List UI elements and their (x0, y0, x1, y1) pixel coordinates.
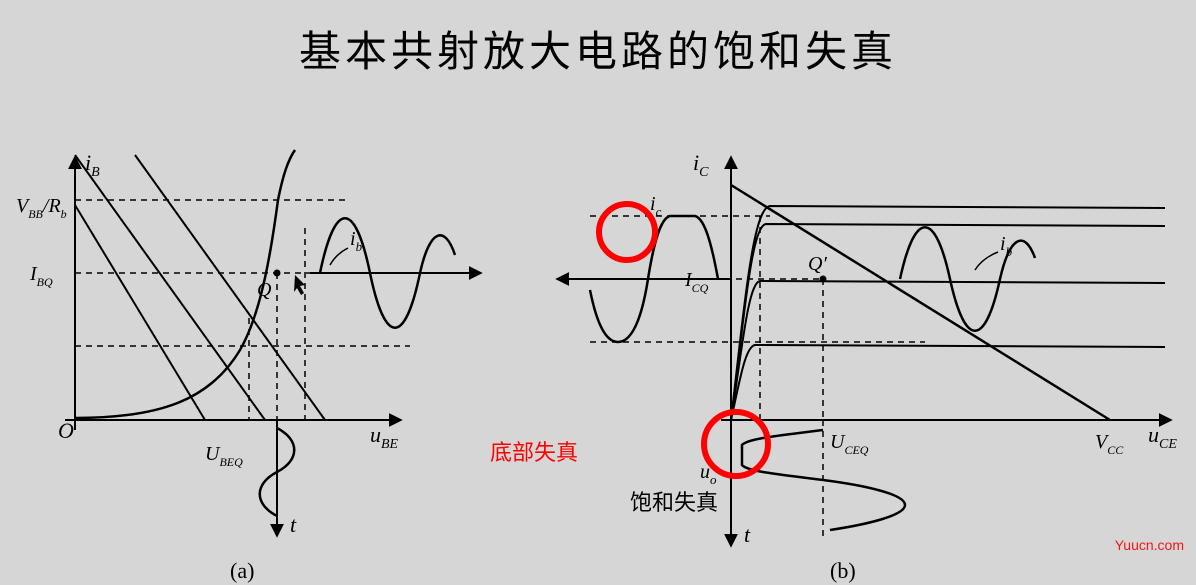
panel-a-label: (a) (230, 558, 254, 583)
tick-vcc: VCC (1095, 431, 1124, 457)
origin-label-a: O (58, 418, 74, 443)
loadline-a-2 (75, 155, 265, 420)
panel-a: O iB uBE t VBB/Rb IBQ UBEQ Q (16, 150, 480, 583)
annotation-bottom-distortion: 底部失真 (490, 440, 578, 465)
diagram-svg: O iB uBE t VBB/Rb IBQ UBEQ Q (0, 0, 1196, 585)
ib-wave-b (900, 227, 1035, 331)
axis-ube-label: uBE (370, 422, 399, 452)
tick-uceq: UCEQ (830, 431, 869, 457)
axis-ib-label: iB (85, 150, 100, 180)
ib-wave-b-label: ib (1000, 233, 1013, 259)
ib-label-lead (330, 248, 348, 265)
axis-t-label-a: t (290, 512, 297, 537)
tick-vbb-rb: VBB/Rb (16, 195, 67, 221)
char-curve-1 (731, 345, 1165, 420)
watermark: Yuucn.com (1115, 537, 1184, 553)
q-label-a: Q (257, 279, 272, 301)
axis-ic-label: iC (693, 150, 709, 180)
tick-ibq: IBQ (29, 263, 53, 289)
axis-t-label-b: t (744, 522, 751, 547)
char-curve-4 (731, 206, 1165, 420)
char-curve-3 (731, 224, 1165, 420)
axis-uce-label: uCE (1148, 422, 1177, 452)
char-curve-2 (731, 281, 1165, 420)
cursor-icon (294, 275, 305, 295)
panel-b-label: (b) (830, 558, 856, 583)
loadline-a-1 (75, 205, 205, 420)
q-label-b: Q′ (808, 253, 827, 275)
loadline-b (731, 185, 1110, 420)
ib-wave-label: ib (350, 228, 363, 254)
ib-b-lead (975, 252, 998, 270)
tick-icq: ICQ (684, 269, 709, 295)
highlight-circle-2 (704, 412, 768, 476)
tick-ubeq: UBEQ (205, 443, 243, 469)
panel-b-caption: 饱和失真 (630, 490, 718, 515)
highlight-circle-1 (599, 204, 655, 260)
